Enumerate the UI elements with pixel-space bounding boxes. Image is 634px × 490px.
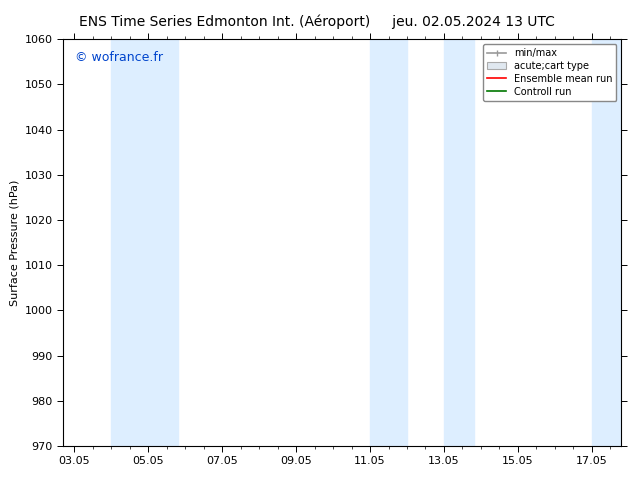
Y-axis label: Surface Pressure (hPa): Surface Pressure (hPa) [10, 179, 19, 306]
Text: ENS Time Series Edmonton Int. (Aéroport)     jeu. 02.05.2024 13 UTC: ENS Time Series Edmonton Int. (Aéroport)… [79, 15, 555, 29]
Text: © wofrance.fr: © wofrance.fr [75, 51, 162, 64]
Bar [592, 39, 621, 446]
Bar [370, 39, 407, 446]
Bar [112, 39, 178, 446]
Bar [444, 39, 474, 446]
Legend: min/max, acute;cart type, Ensemble mean run, Controll run: min/max, acute;cart type, Ensemble mean … [483, 44, 616, 100]
